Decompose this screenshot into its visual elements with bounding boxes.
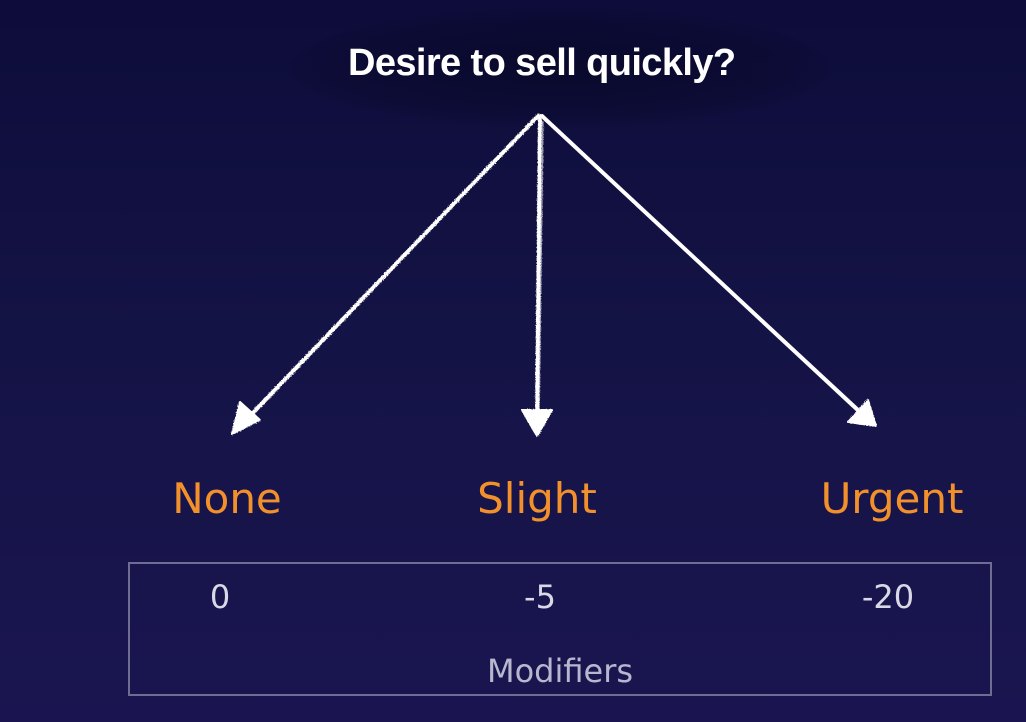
modifier-urgent-value: -20 [861,578,915,616]
arrow-to-slight [535,114,542,422]
arrowhead-none [231,401,261,435]
title-backdrop [290,8,830,128]
arrowhead-slight [521,409,553,437]
option-urgent-label: Urgent [820,474,964,523]
modifier-slight-value: -5 [524,578,556,616]
modifiers-caption: Modifiers [486,652,634,690]
modifier-none-value: 0 [209,578,231,616]
diagram-question: Desire to sell quickly? [348,42,736,84]
option-none-label: None [172,474,282,523]
option-slight-label: Slight [477,474,597,523]
modifiers-box [128,562,992,696]
arrowhead-urgent [847,399,877,427]
